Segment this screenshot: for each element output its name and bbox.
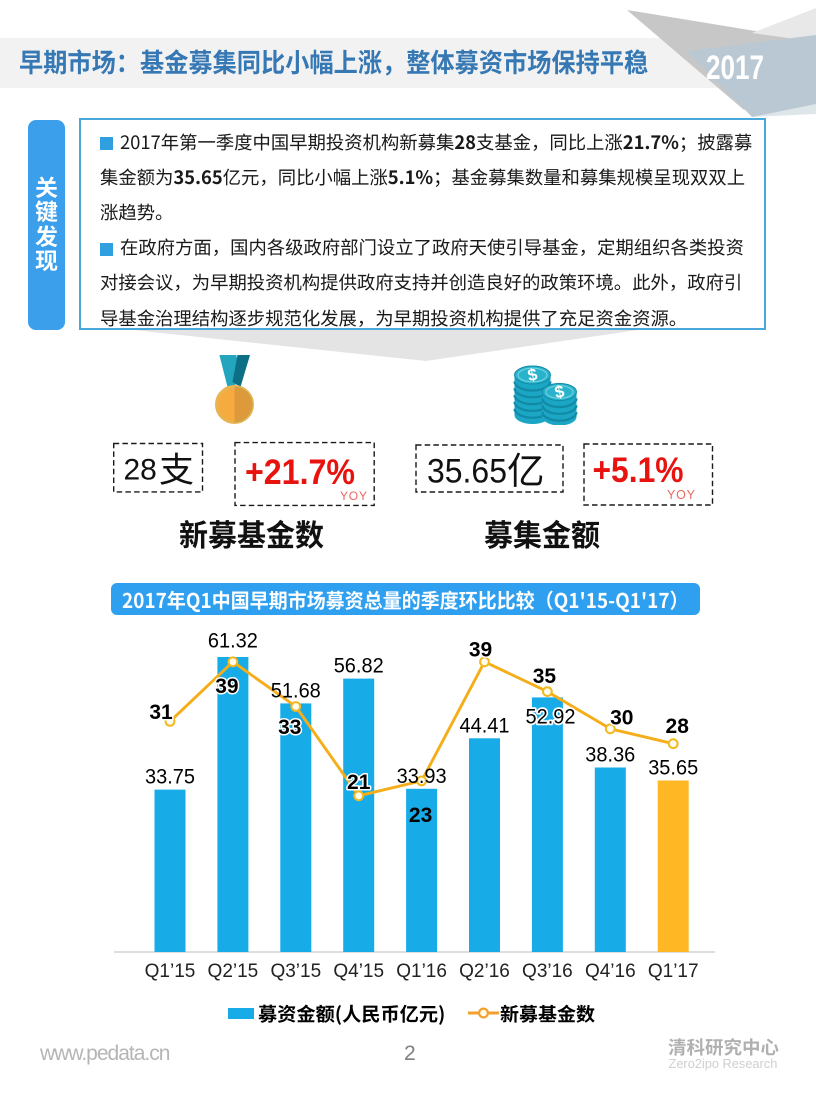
svg-text:23: 23 [409, 804, 432, 827]
svg-text:35.65: 35.65 [427, 452, 507, 490]
svg-text:Q2’15: Q2’15 [208, 961, 259, 982]
svg-text:38.36: 38.36 [585, 744, 635, 767]
svg-text:51.68: 51.68 [271, 679, 321, 702]
svg-text:28: 28 [124, 454, 157, 487]
svg-text:2017: 2017 [706, 49, 764, 87]
svg-text:39: 39 [469, 639, 492, 662]
svg-text:Q4’15: Q4’15 [333, 961, 384, 982]
svg-text:52.92: 52.92 [526, 706, 576, 729]
svg-text:Q1’16: Q1’16 [396, 961, 447, 982]
svg-text:Q3’15: Q3’15 [270, 961, 321, 982]
svg-text:35: 35 [533, 665, 557, 688]
svg-text:21: 21 [347, 771, 371, 794]
svg-text:Q4’16: Q4’16 [585, 961, 636, 982]
svg-text:30: 30 [610, 707, 633, 730]
svg-text:Q1’15: Q1’15 [145, 961, 196, 982]
svg-text:28: 28 [666, 715, 690, 738]
svg-text:$: $ [526, 365, 540, 386]
svg-text:44.41: 44.41 [460, 714, 510, 737]
svg-text:+21.7%: +21.7% [245, 452, 355, 492]
svg-text:Q2’16: Q2’16 [459, 961, 510, 982]
svg-text:33.93: 33.93 [397, 765, 447, 788]
svg-text:33.75: 33.75 [145, 766, 195, 789]
svg-text:Q3’16: Q3’16 [522, 961, 573, 982]
svg-text:$: $ [553, 382, 567, 403]
svg-text:31: 31 [149, 701, 173, 724]
svg-text:61.32: 61.32 [208, 630, 258, 653]
svg-text:35.65: 35.65 [648, 757, 698, 780]
svg-text:56.82: 56.82 [334, 655, 384, 678]
svg-text:Q1’17: Q1’17 [648, 961, 699, 982]
svg-text:+5.1%: +5.1% [593, 451, 684, 490]
svg-text:39: 39 [215, 675, 238, 698]
svg-text:33: 33 [278, 716, 301, 739]
